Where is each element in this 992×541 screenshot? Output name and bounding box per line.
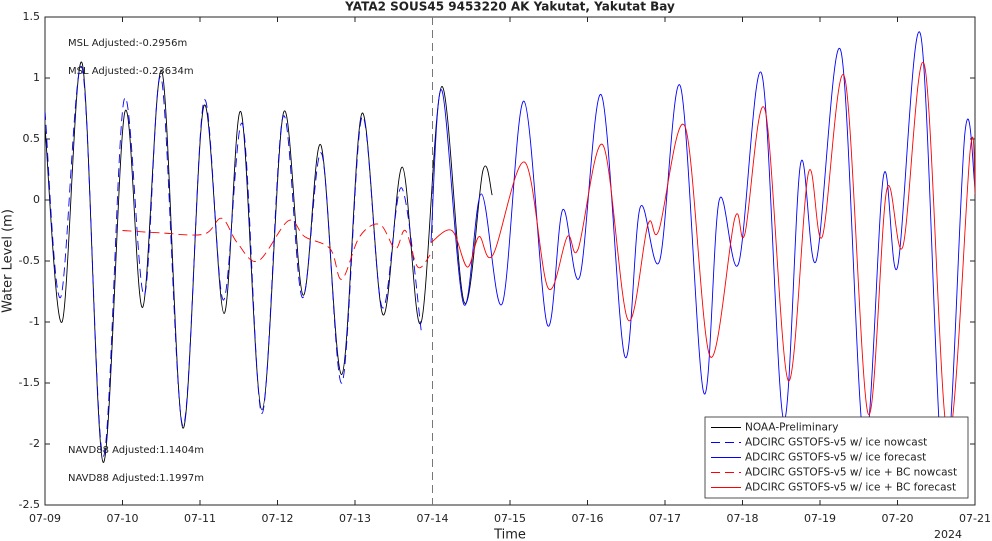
x-tick-label: 07-09 xyxy=(29,512,61,525)
x-axis-label: Time xyxy=(493,528,526,541)
y-tick-label: -2.5 xyxy=(19,498,40,511)
y-tick-label: -1 xyxy=(29,315,40,328)
annotation: MSL Adjusted:-0.23634m xyxy=(68,66,194,77)
y-tick-label: -0.5 xyxy=(19,254,40,267)
x-tick-label: 07-15 xyxy=(494,512,526,525)
legend-label: ADCIRC GSTOFS-v5 w/ ice + BC forecast xyxy=(745,482,956,494)
legend-label: ADCIRC GSTOFS-v5 w/ ice nowcast xyxy=(745,437,927,449)
x-tick-label: 07-11 xyxy=(184,512,216,525)
series-line xyxy=(430,61,975,439)
x-tick-label: 07-10 xyxy=(107,512,139,525)
annotation: NAVD88 Adjusted:1.1404m xyxy=(68,445,204,456)
series-line xyxy=(122,217,431,280)
x-tick-label: 07-12 xyxy=(262,512,294,525)
y-tick-label: 1 xyxy=(33,71,40,84)
x-tick-label: 07-18 xyxy=(727,512,759,525)
legend-label: ADCIRC GSTOFS-v5 w/ ice forecast xyxy=(745,452,926,464)
legend-label: ADCIRC GSTOFS-v5 w/ ice + BC nowcast xyxy=(745,467,957,479)
series-line xyxy=(430,31,975,482)
x-tick-label: 07-21 xyxy=(959,512,991,525)
series-line xyxy=(45,61,493,463)
y-tick-label: -2 xyxy=(29,437,40,450)
x-year-label: 2024 xyxy=(934,528,962,541)
x-tick-label: 07-17 xyxy=(649,512,681,525)
annotation: MSL Adjusted:-0.2956m xyxy=(68,38,187,49)
y-tick-label: -1.5 xyxy=(19,376,40,389)
x-tick-label: 07-16 xyxy=(572,512,604,525)
x-tick-label: 07-13 xyxy=(339,512,371,525)
y-tick-label: 1.5 xyxy=(23,10,41,23)
x-tick-label: 07-14 xyxy=(417,512,449,525)
plot-lines xyxy=(45,31,975,482)
y-axis-label: Water Level (m) xyxy=(1,209,16,313)
x-tick-label: 07-19 xyxy=(804,512,836,525)
x-tick-label: 07-20 xyxy=(882,512,914,525)
series-line xyxy=(45,65,423,457)
y-tick-label: 0.5 xyxy=(23,132,41,145)
y-tick-label: 0 xyxy=(33,193,40,206)
legend-box xyxy=(704,416,969,499)
legend-label: NOAA-Preliminary xyxy=(745,422,838,434)
annotation: NAVD88 Adjusted:1.1997m xyxy=(68,473,204,484)
chart-title: YATA2 SOUS45 9453220 AK Yakutat, Yakutat… xyxy=(344,0,675,14)
